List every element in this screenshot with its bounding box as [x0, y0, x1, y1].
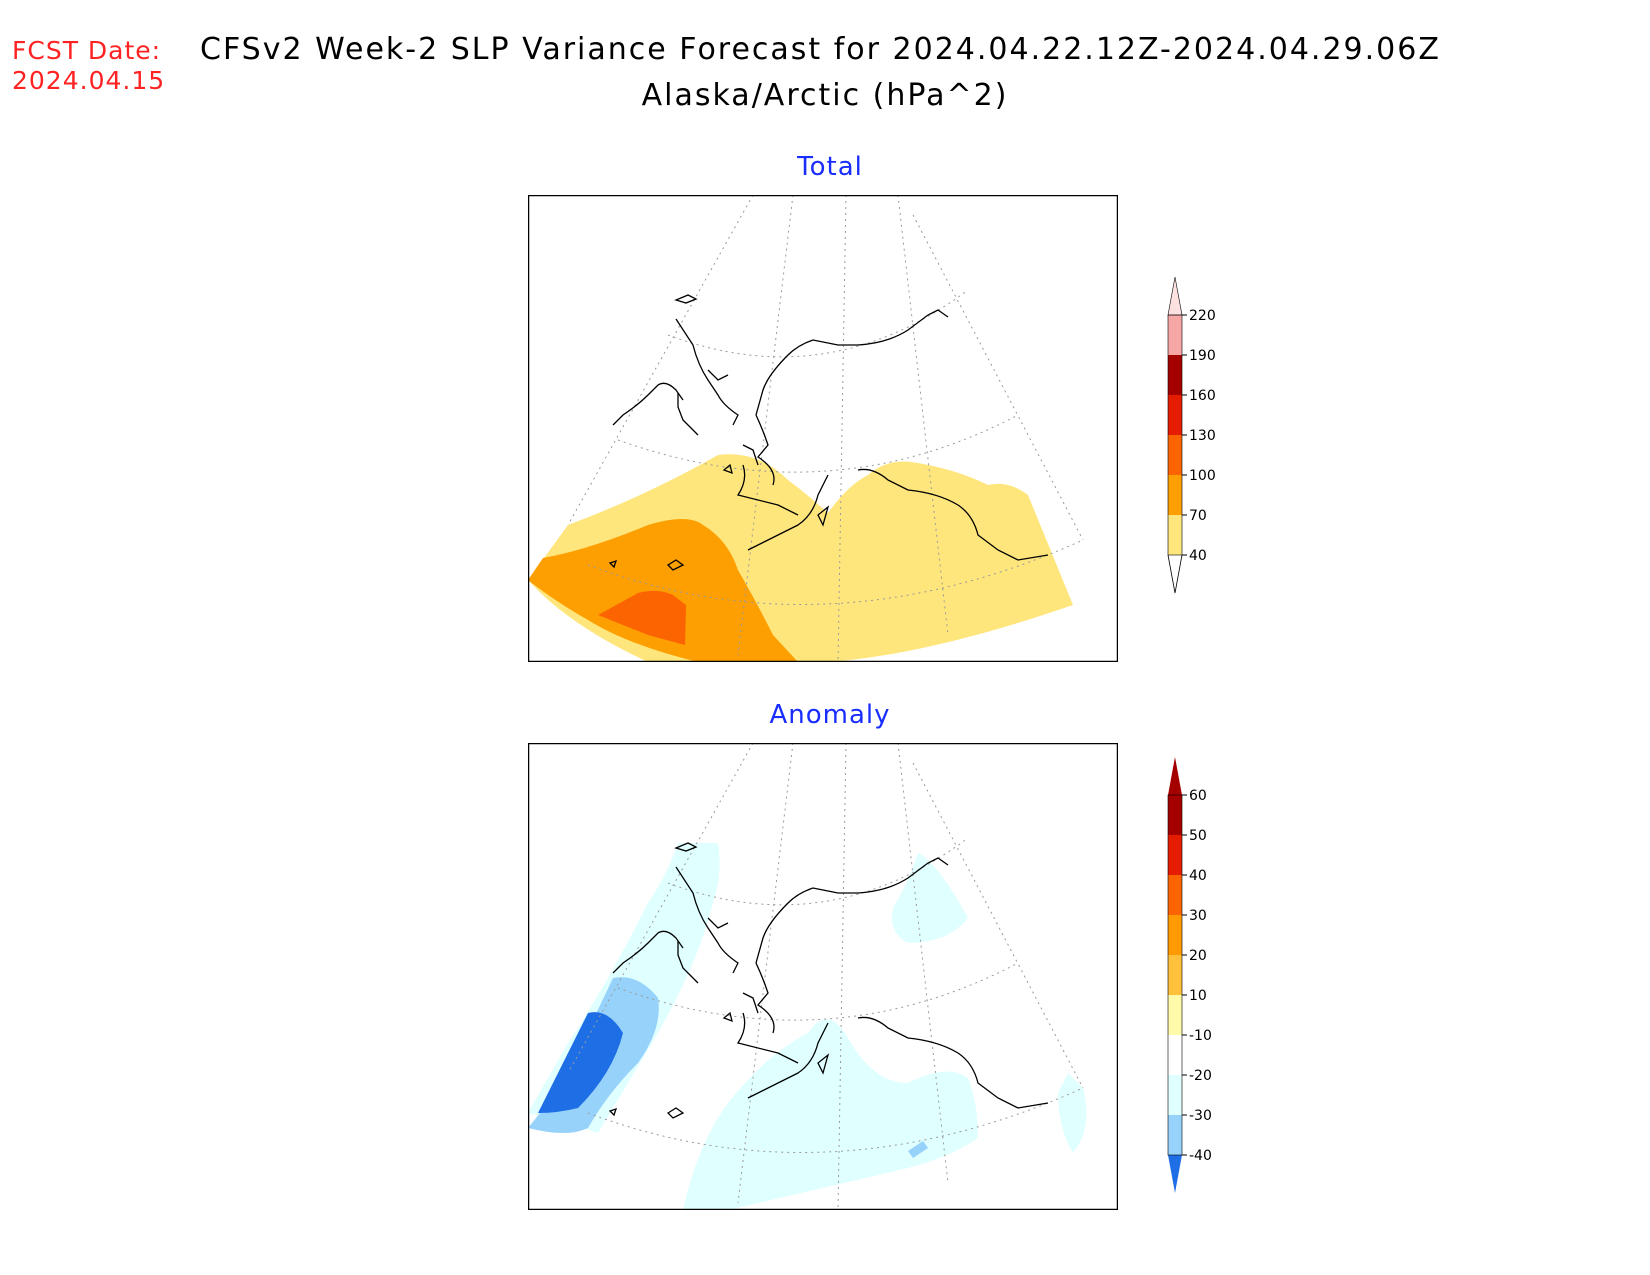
total-contour-fill — [528, 454, 1073, 662]
anomaly-colorbar-label: -10 — [1189, 1028, 1212, 1044]
anomaly-colorbar-high-tip — [1168, 757, 1182, 795]
forecast-date-block: FCST Date: 2024.04.15 — [12, 36, 165, 96]
anomaly-colorbar-label: 10 — [1189, 988, 1207, 1004]
anomaly-colorbar-label: 20 — [1189, 948, 1207, 964]
anomaly-contour-fill — [528, 843, 1087, 1210]
total-variance-map — [528, 195, 1118, 662]
total-colorbar-label: 220 — [1189, 308, 1216, 324]
coastlines — [608, 294, 1049, 571]
forecast-date-label: FCST Date: — [12, 36, 162, 65]
anomaly-map-frame — [528, 743, 1118, 1210]
anomaly-colorbar-block — [1168, 1115, 1182, 1155]
anomaly-colorbar-block — [1168, 795, 1182, 835]
total-colorbar-label: 100 — [1189, 468, 1216, 484]
total-colorbar-label: 160 — [1189, 388, 1216, 404]
anomaly-colorbar-label: -30 — [1189, 1108, 1212, 1124]
total-colorbar-label: 130 — [1189, 428, 1216, 444]
anomaly-colorbar: -40 -30 -20 -10 10 20 30 40 50 60 — [1167, 757, 1212, 1193]
anomaly-variance-map — [528, 743, 1118, 1210]
total-colorbar-block — [1168, 435, 1182, 475]
total-colorbar-low-tip — [1167, 554, 1183, 594]
anomaly-colorbar-label: -20 — [1189, 1068, 1212, 1084]
anomaly-colorbar-label: 40 — [1189, 868, 1207, 884]
anomaly-colorbar-block — [1168, 915, 1182, 955]
total-colorbar-block — [1168, 475, 1182, 515]
total-colorbar-block — [1168, 395, 1182, 435]
forecast-date-value: 2024.04.15 — [12, 66, 166, 95]
total-panel-title: Total — [797, 152, 863, 182]
anomaly-panel-title: Anomaly — [769, 700, 891, 730]
total-colorbar-block — [1168, 355, 1182, 395]
figure-subtitle: Alaska/Arctic (hPa^2) — [641, 78, 1009, 113]
figure-title: CFSv2 Week-2 SLP Variance Forecast for 2… — [200, 32, 1441, 67]
total-colorbar: 40 70 100 130 160 190 220 — [1167, 276, 1216, 594]
anomaly-colorbar-block — [1168, 875, 1182, 915]
anomaly-colorbar-label: 30 — [1189, 908, 1207, 924]
anomaly-colorbar-block — [1168, 1075, 1182, 1115]
total-colorbar-block — [1168, 515, 1182, 555]
anomaly-colorbar-block — [1168, 1035, 1182, 1075]
anomaly-colorbar-label: 50 — [1189, 828, 1207, 844]
anomaly-colorbar-label: 60 — [1189, 788, 1207, 804]
total-colorbar-label: 70 — [1189, 508, 1207, 524]
anomaly-colorbar-label: -40 — [1189, 1148, 1212, 1164]
total-colorbar-high-tip — [1167, 276, 1183, 316]
total-colorbar-block — [1168, 315, 1182, 355]
anomaly-colorbar-block — [1168, 955, 1182, 995]
total-colorbar-label: 40 — [1189, 548, 1207, 564]
coastlines — [608, 842, 1049, 1119]
graticule — [567, 195, 1084, 662]
total-colorbar-label: 190 — [1189, 348, 1216, 364]
anomaly-colorbar-block — [1168, 835, 1182, 875]
anomaly-colorbar-low-tip — [1168, 1155, 1182, 1193]
graticule — [567, 743, 1084, 1210]
anomaly-colorbar-block — [1168, 995, 1182, 1035]
total-map-frame — [528, 195, 1118, 662]
anomaly-colorbar-outline — [1167, 794, 1183, 1156]
